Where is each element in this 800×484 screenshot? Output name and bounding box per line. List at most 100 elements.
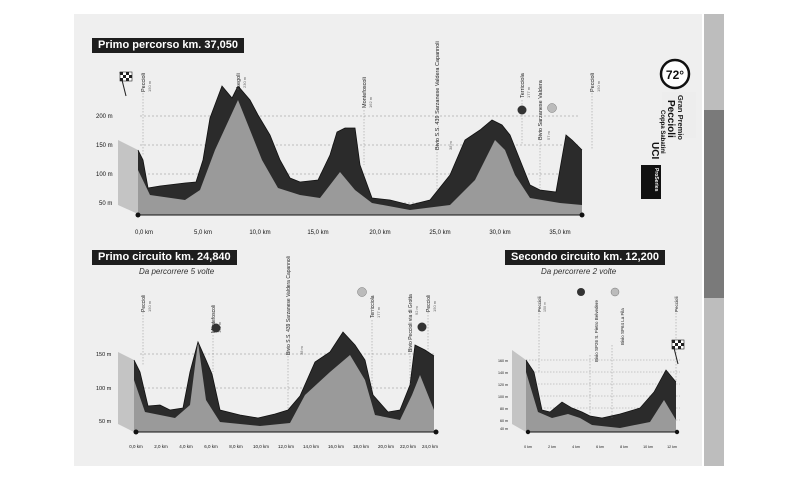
- finish-marker: [674, 429, 680, 435]
- x-tick-label: 16,0 km: [328, 444, 344, 449]
- y-tick-label: 150 m: [96, 143, 113, 149]
- place-altitude: 162 m: [368, 96, 373, 108]
- intermediate-sprint-icon: [577, 288, 585, 296]
- profile-side-face: [118, 352, 134, 432]
- start-marker: [135, 212, 141, 218]
- place-label: Peccioli: [141, 295, 147, 312]
- x-tick-label: 6 km: [596, 445, 604, 449]
- place-altitude: 92 m: [414, 305, 419, 315]
- profile-title-primo-circuito: Primo circuito km. 24,840: [92, 250, 237, 265]
- place-altitude: 177 m: [376, 306, 381, 318]
- y-tick-label: 140 m: [498, 371, 508, 375]
- place-label: Terricciola: [370, 295, 376, 318]
- place-label: Bivio Peccioli via di Grotta: [408, 294, 414, 352]
- race-logo: 72° Gran Premio Peccioli Coppa Sabatini …: [641, 58, 696, 199]
- edition-number: 72°: [666, 68, 684, 82]
- y-ticks: 200 m 150 m 100 m 50 m: [96, 114, 113, 207]
- profile-base-fill: [526, 372, 676, 432]
- x-tick-label: 22,0 km: [400, 444, 416, 449]
- place-labels: Peccioli 150 m Bivio SP26 S. Pietro Belv…: [537, 296, 679, 362]
- place-label: Bivio Sarzanese Valdera: [538, 79, 544, 140]
- y-tick-label: 80 m: [500, 407, 508, 411]
- place-altitude: 150 m: [432, 300, 437, 312]
- gpm-climb-icon: [610, 287, 620, 297]
- x-tick-label: 25,0 km: [429, 230, 450, 236]
- y-tick-label: 50 m: [99, 419, 112, 425]
- place-label: Montefoscoli: [211, 305, 217, 333]
- place-label: Bivio SP64 La Fila: [620, 308, 625, 345]
- profile-outline: [137, 85, 583, 206]
- profile-title-secondo-circuito: Secondo circuito km. 12,200: [505, 250, 665, 265]
- place-label: Bivio S.S. 439 Sarzanese Valdera Capanno…: [286, 256, 292, 355]
- gpm-climb-icon: [357, 287, 367, 297]
- y-tick-label: 40 m: [500, 427, 508, 431]
- x-tick-label: 0,0 km: [135, 230, 153, 236]
- y-tick-label: 120 m: [498, 383, 508, 387]
- place-altitude: 177 m: [526, 86, 531, 98]
- place-altitude: 230 m: [242, 76, 247, 88]
- x-tick-label: 12 km: [667, 445, 677, 449]
- profile-side-face: [512, 350, 526, 432]
- place-label: Peccioli: [590, 73, 596, 92]
- x-tick-label: 6,0 km: [204, 444, 218, 449]
- place-label: Peccioli: [674, 296, 679, 312]
- x-tick-label: 2 km: [548, 445, 556, 449]
- place-label: Legoli: [236, 73, 242, 88]
- x-ticks: 0,0 km 2,0 km 4,0 km 6,0 km 8,0 km 10,0 …: [129, 444, 438, 449]
- profile-side-face: [118, 140, 138, 214]
- place-labels: Peccioli 150 m Legoli 230 m Montefoscoli…: [141, 41, 601, 150]
- profile-subtitle-secondo-circuito: Da percorrere 2 volte: [541, 267, 617, 276]
- logo-name-line1: Gran Premio: [676, 95, 685, 140]
- intermediate-sprint-icon: [417, 322, 427, 332]
- x-tick-label: 14,0 km: [303, 444, 319, 449]
- intermediate-sprint-icon: [211, 323, 221, 333]
- x-tick-label: 15,0 km: [307, 230, 328, 236]
- x-tick-label: 20,0 km: [378, 444, 394, 449]
- x-tick-label: 20,0 km: [369, 230, 390, 236]
- proseries-text: ProSeries: [653, 168, 659, 192]
- profile-base-fill: [134, 342, 434, 432]
- x-tick-label: 35,0 km: [549, 230, 570, 236]
- place-label: Bivio SP26 S. Pietro Belvedere: [594, 299, 599, 362]
- x-tick-label: 0 km: [524, 445, 532, 449]
- y-tick-label: 160 m: [498, 359, 508, 363]
- place-altitude: 38 m: [299, 345, 304, 355]
- x-ticks: 0,0 km 5,0 km 10,0 km 15,0 km 20,0 km 25…: [135, 230, 571, 236]
- x-tick-label: 12,0 km: [278, 444, 294, 449]
- checkered-flag-icon: [671, 339, 685, 365]
- x-tick-label: 8,0 km: [229, 444, 243, 449]
- start-marker: [133, 429, 139, 435]
- y-tick-label: 100 m: [498, 395, 508, 399]
- uci-logo-text: UCI: [649, 142, 660, 159]
- x-tick-label: 10,0 km: [253, 444, 269, 449]
- profile-climb-fill: [526, 360, 676, 432]
- x-tick-label: 2,0 km: [154, 444, 168, 449]
- x-tick-label: 18,0 km: [353, 444, 369, 449]
- place-labels: Peccioli 150 m Montefoscoli 162 m Bivio …: [141, 256, 437, 355]
- x-tick-label: 4 km: [572, 445, 580, 449]
- place-altitude: 150 m: [147, 80, 152, 92]
- place-altitude: 150 m: [147, 300, 152, 312]
- profile-base-fill: [138, 100, 582, 215]
- place-label: Peccioli: [141, 73, 147, 92]
- x-ticks: 0 km 2 km 4 km 6 km 8 km 10 km 12 km: [524, 445, 677, 449]
- profile-outline: [133, 331, 435, 419]
- map-sheet: [74, 14, 702, 466]
- place-label: Terricciola: [520, 72, 526, 98]
- place-altitude: 150 m: [543, 302, 547, 312]
- profile-secondo-circuito: 160 m 140 m 120 m 100 m 80 m 60 m 40 m 0…: [498, 287, 685, 449]
- place-altitude: 38 m: [448, 140, 453, 150]
- y-tick-label: 100 m: [96, 386, 112, 392]
- y-ticks: 160 m 140 m 120 m 100 m 80 m 60 m 40 m: [498, 359, 508, 431]
- profile-title-primo-percorso: Primo percorso km. 37,050: [92, 38, 245, 53]
- y-tick-label: 150 m: [96, 352, 112, 358]
- y-tick-label: 50 m: [99, 201, 112, 207]
- y-tick-label: 200 m: [96, 114, 113, 120]
- y-tick-label: 60 m: [500, 419, 508, 423]
- profile-subtitle-primo-circuito: Da percorrere 5 volte: [139, 267, 215, 276]
- gpm-climb-icon: [547, 103, 557, 113]
- place-label: Bivio S.S. 439 Sarzanese Valdera Capanno…: [435, 41, 441, 150]
- y-tick-label: 100 m: [96, 172, 113, 178]
- x-tick-label: 5,0 km: [194, 230, 212, 236]
